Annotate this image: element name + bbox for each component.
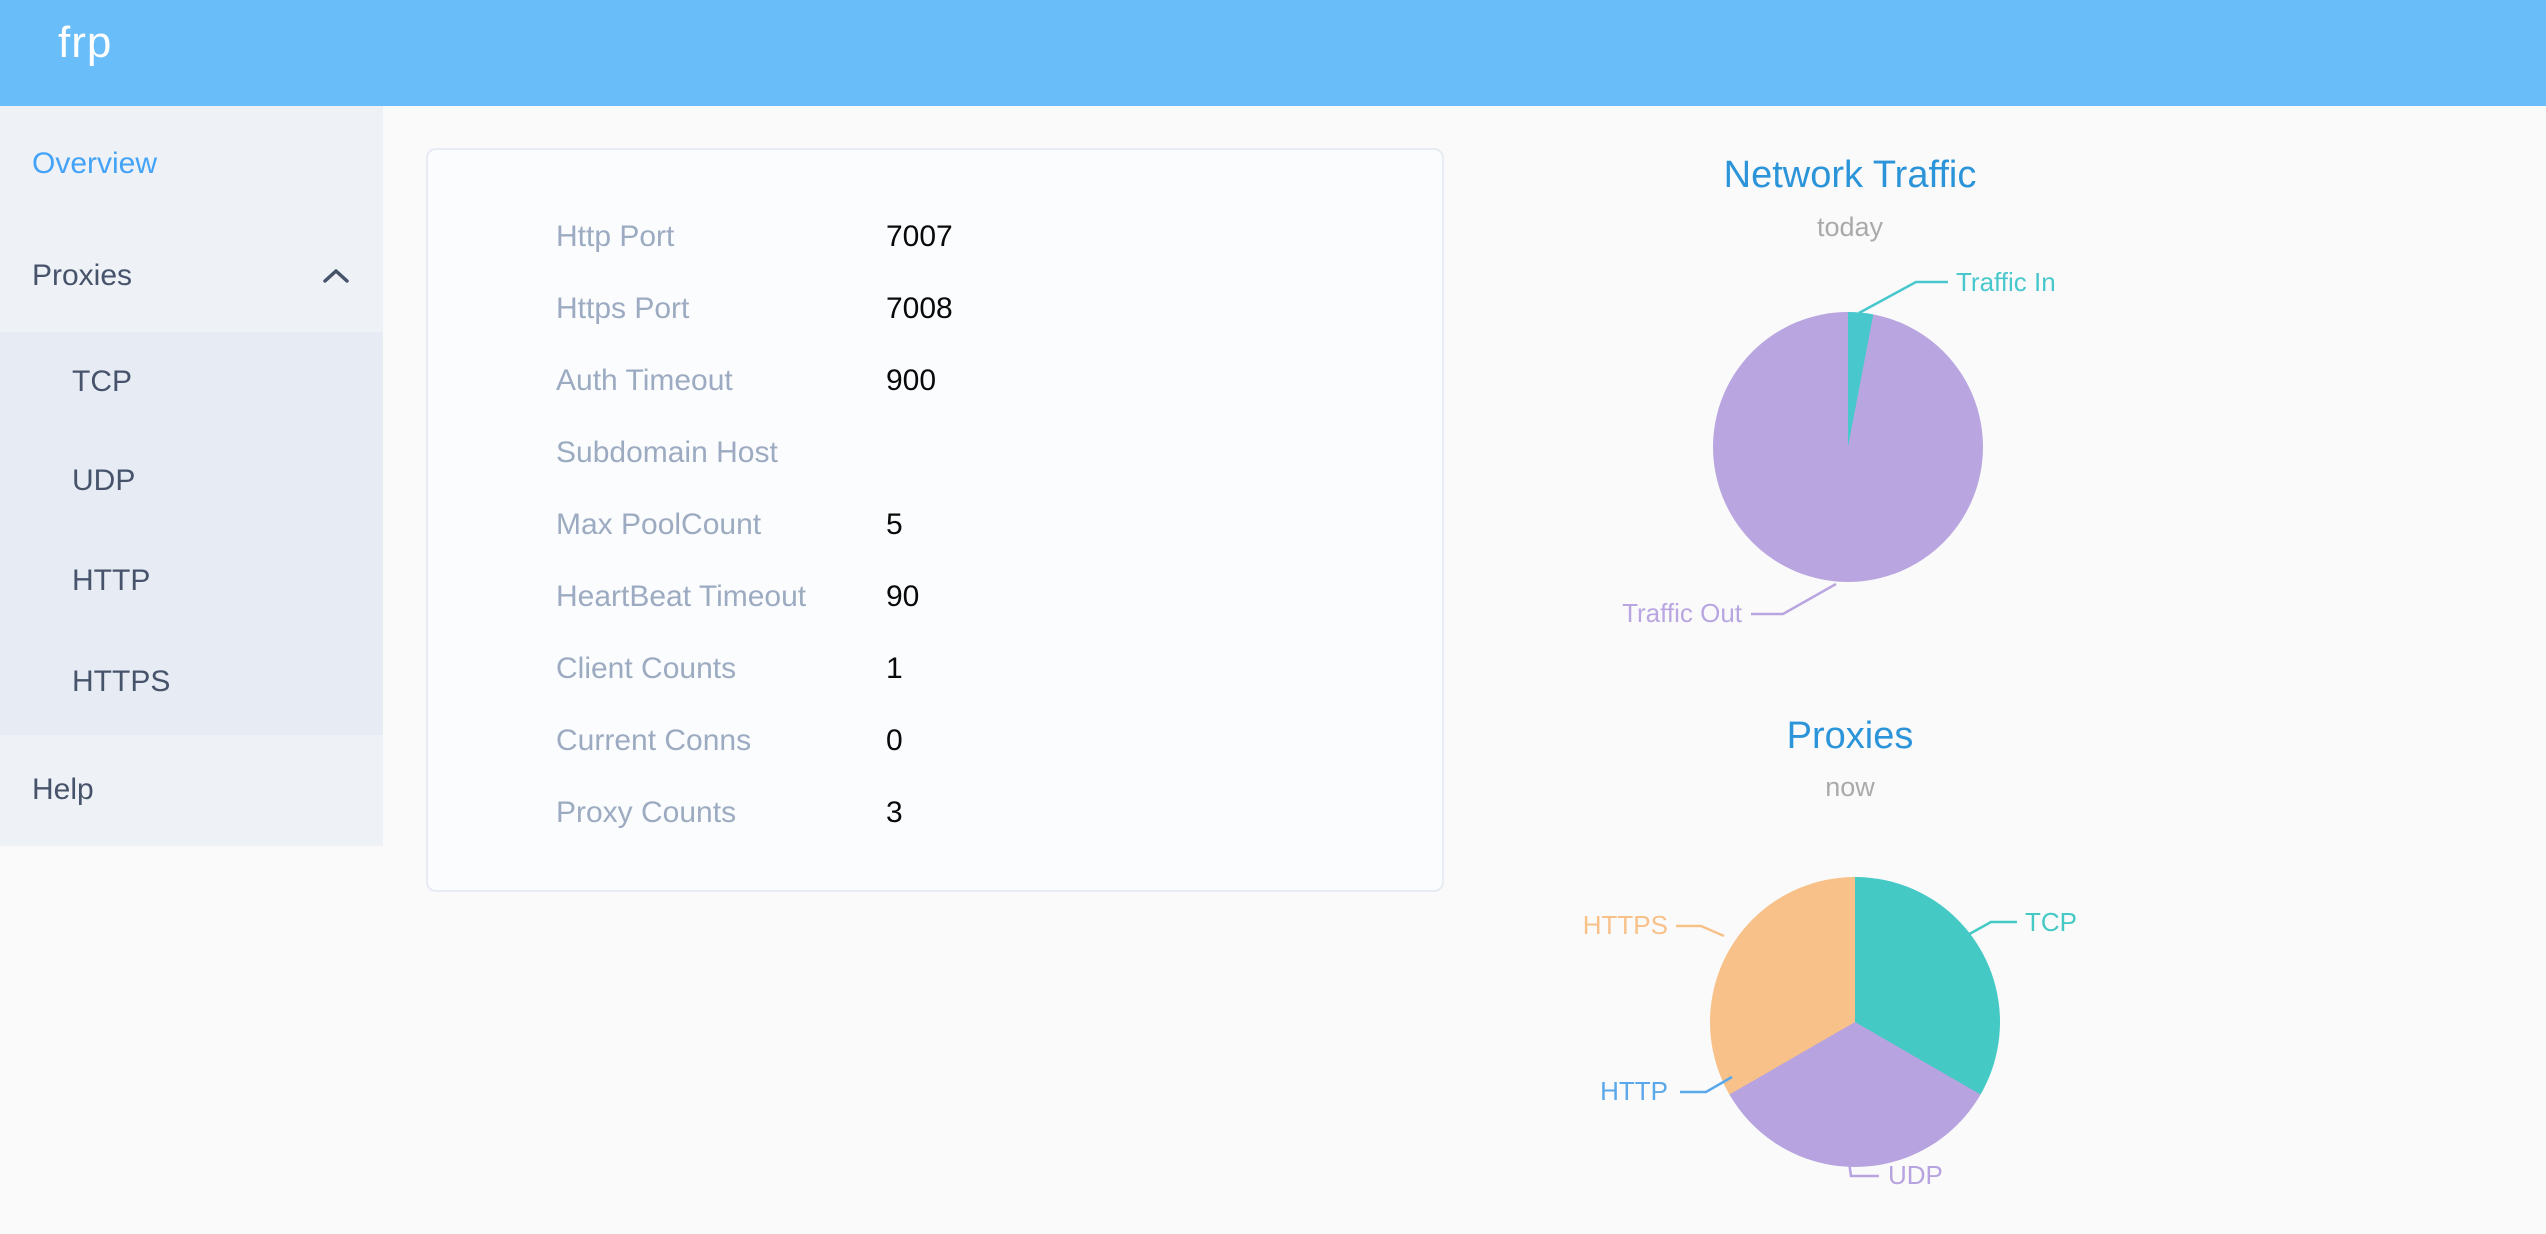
row-label: Max PoolCount <box>556 508 762 541</box>
proxies-chart-title: Proxies <box>1786 715 1914 757</box>
row-value: 900 <box>886 364 937 397</box>
row-label: Proxy Counts <box>556 796 737 829</box>
server-info-row: Current Conns 0 <box>556 705 1382 777</box>
app-header: frp <box>0 0 2546 106</box>
sidebar-item-help[interactable]: Help <box>32 773 94 806</box>
https-slice-label: HTTPS <box>1582 910 1668 940</box>
proxies-chart-subtitle: now <box>1825 772 1875 802</box>
server-info-row: Max PoolCount 5 <box>556 489 1382 561</box>
row-value: 90 <box>886 580 920 613</box>
tcp-leader-line <box>1963 920 2017 939</box>
row-label: Https Port <box>556 292 690 325</box>
row-label: Subdomain Host <box>556 436 778 469</box>
chevron-up-icon <box>323 269 349 283</box>
proxies-pie-chart[interactable] <box>1710 877 2000 1167</box>
server-info-row: Client Counts 1 <box>556 633 1382 705</box>
sidebar-item-http[interactable]: HTTP <box>72 564 151 597</box>
sidebar-item-proxies-label: Proxies <box>32 259 133 292</box>
network-traffic-chart-subtitle: today <box>1816 212 1884 242</box>
row-value: 3 <box>886 796 903 829</box>
server-info-rows: Http Port 7007 Https Port 7008 Auth Time… <box>556 201 1382 849</box>
server-info-row: Https Port 7008 <box>556 273 1382 345</box>
row-label: Http Port <box>556 220 675 253</box>
row-value: 1 <box>886 652 903 685</box>
sidebar-item-https[interactable]: HTTPS <box>72 665 171 698</box>
row-value: 5 <box>886 508 903 541</box>
sidebar-item-udp[interactable]: UDP <box>72 464 136 497</box>
network-traffic-pie-chart[interactable] <box>1713 312 1983 582</box>
app-logo: frp <box>58 18 113 67</box>
traffic-in-slice-label: Traffic In <box>1956 267 2056 297</box>
row-label: HeartBeat Timeout <box>556 580 807 613</box>
network-traffic-chart-title: Network Traffic <box>1723 154 1977 196</box>
sidebar-item-proxies[interactable]: Proxies <box>0 248 383 304</box>
server-info-row: Auth Timeout 900 <box>556 345 1382 417</box>
sidebar-item-overview[interactable]: Overview <box>32 147 158 180</box>
traffic-out-slice-label: Traffic Out <box>1622 598 1742 628</box>
row-label: Client Counts <box>556 652 737 685</box>
sidebar-proxies-submenu: TCP UDP HTTP HTTPS <box>0 332 383 735</box>
row-value: 7008 <box>886 292 953 325</box>
server-info-row: Proxy Counts 3 <box>556 777 1382 849</box>
tcp-slice-label: TCP <box>2025 907 2077 937</box>
row-value: 0 <box>886 724 903 757</box>
server-info-row: Subdomain Host <box>556 417 1382 489</box>
server-info-row: Http Port 7007 <box>556 201 1382 273</box>
traffic-in-leader-line <box>1858 280 1948 315</box>
row-value: 7007 <box>886 220 953 253</box>
server-info-card: Http Port 7007 Https Port 7008 Auth Time… <box>426 148 1444 892</box>
udp-slice-label: UDP <box>1888 1160 1943 1190</box>
sidebar: Overview Proxies TCP UDP HTTP HTTPS Help <box>0 106 383 846</box>
http-slice-label: HTTP <box>1600 1076 1668 1106</box>
https-leader-line <box>1676 924 1725 938</box>
row-label: Current Conns <box>556 724 752 757</box>
traffic-out-leader-line <box>1751 582 1837 616</box>
row-label: Auth Timeout <box>556 364 733 397</box>
sidebar-item-tcp[interactable]: TCP <box>72 365 132 398</box>
server-info-row: HeartBeat Timeout 90 <box>556 561 1382 633</box>
